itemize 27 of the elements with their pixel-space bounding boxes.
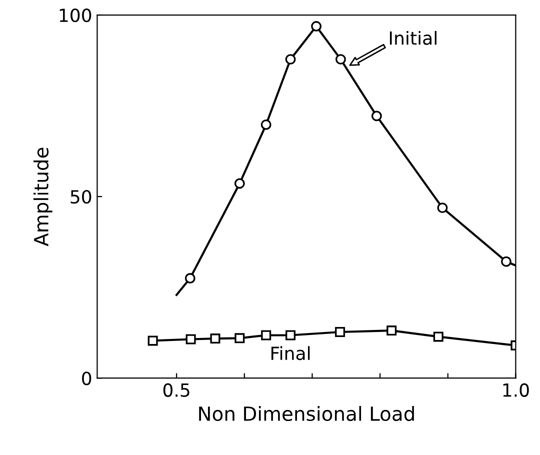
point [184,273,196,284]
point [311,21,322,32]
point [433,332,444,342]
point [186,334,196,344]
text: Initial [390,30,436,45]
series-label: Final [271,346,310,360]
point [386,326,397,336]
point [286,330,296,340]
point [261,330,272,340]
point [234,178,245,189]
x-tick-label: 0.5 [163,383,190,397]
point [260,119,272,130]
point [285,54,296,65]
point [335,326,346,337]
point [234,333,245,344]
y-axis-title: Amplitude [34,148,52,246]
y-tick-label: 50 [70,190,92,204]
x-tick-label: 1.0 [503,383,529,397]
y-tick-label: 0 [82,372,92,386]
point [437,202,448,214]
point [148,336,158,346]
point [335,54,346,65]
point [500,256,512,267]
y-tick-label: 100 [60,8,92,22]
point [210,334,220,344]
point [371,110,382,122]
x-axis-title: Non Dimensional Load [199,406,414,422]
